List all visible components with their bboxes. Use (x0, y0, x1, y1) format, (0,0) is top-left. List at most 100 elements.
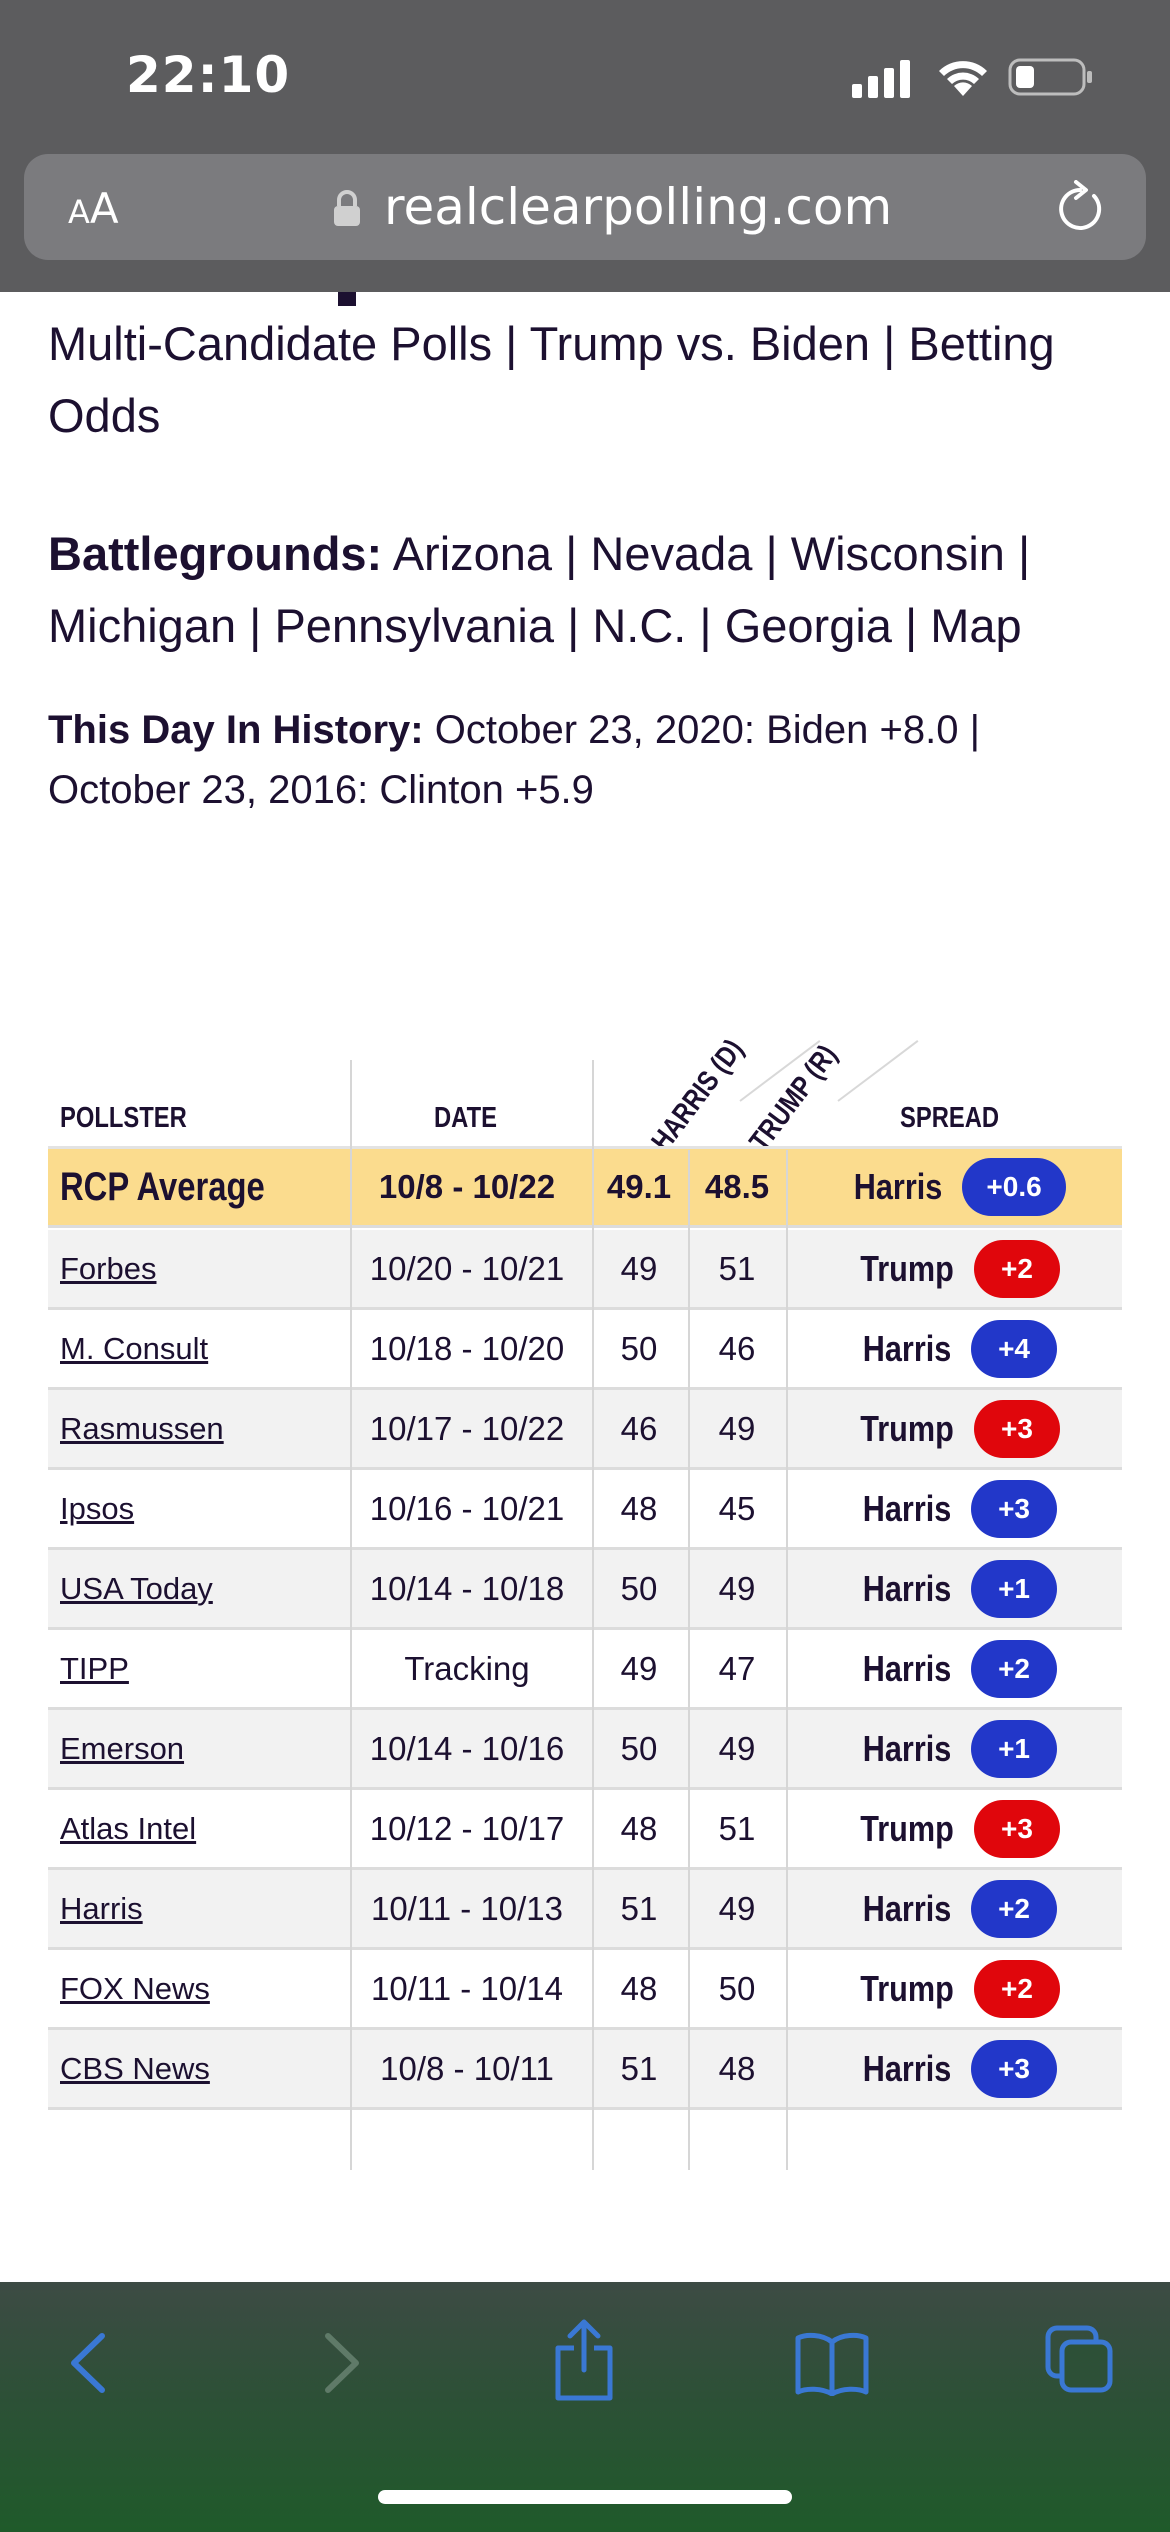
link-map[interactable]: Map (930, 599, 1022, 652)
spread-badge: +2 (971, 1879, 1058, 1938)
forward-icon[interactable] (318, 2330, 366, 2396)
table-row: Rasmussen 10/17 - 10/22 46 49 Trump +3 (48, 1390, 1122, 1470)
poll-date: 10/12 - 10/17 (369, 1809, 565, 1847)
harris-value: 50 (620, 1729, 658, 1767)
spread-badge: +3 (974, 1399, 1060, 1458)
header-spread: SPREAD (900, 1102, 1000, 1134)
trump-value: 45 (718, 1489, 756, 1527)
poll-date: 10/11 - 10/14 (370, 1969, 564, 2007)
pollster-link[interactable]: M. Consult (60, 1330, 209, 1366)
poll-date: 10/20 - 10/21 (369, 1249, 565, 1287)
spread-cell: Harris +1 (790, 1710, 1122, 1787)
header-pollster: POLLSTER (60, 1102, 187, 1134)
rcp-average-label: RCP Average (60, 1164, 265, 1209)
poll-date: 10/8 - 10/22 (378, 1168, 556, 1205)
pollster-link[interactable]: Ipsos (60, 1490, 135, 1526)
spread-cell: Harris +1 (790, 1550, 1122, 1627)
table-row: Forbes 10/20 - 10/21 49 51 Trump +2 (48, 1230, 1122, 1310)
battleground-links: Battlegrounds: Arizona | Nevada | Wiscon… (48, 527, 1031, 652)
bookmarks-icon[interactable] (794, 2332, 870, 2396)
poll-date: 10/17 - 10/22 (369, 1409, 565, 1447)
poll-date: 10/8 - 10/11 (380, 2049, 554, 2087)
link-betting-odds[interactable]: Betting Odds (48, 317, 1055, 442)
spread-cell: Harris +0.6 (790, 1149, 1122, 1225)
share-icon[interactable] (552, 2318, 616, 2402)
home-indicator (378, 2490, 792, 2504)
pollster-link[interactable]: TIPP (60, 1650, 129, 1686)
address-bar[interactable]: AA realclearpolling.com (24, 154, 1146, 260)
battery-icon (1008, 58, 1092, 96)
pollster-link[interactable]: Forbes (60, 1250, 157, 1286)
reload-icon[interactable] (1054, 180, 1106, 236)
column-divider (786, 1150, 788, 2170)
harris-value: 48 (620, 1809, 658, 1847)
poll-date: 10/11 - 10/13 (370, 1889, 564, 1927)
browser-top-chrome: 22:10 AA realclearpolling.com (0, 0, 1170, 292)
history-2020[interactable]: October 23, 2020: Biden +8.0 (434, 708, 959, 752)
pollster-link[interactable]: FOX News (60, 1970, 210, 2006)
trump-value: 49 (718, 1409, 756, 1447)
table-row: CBS News 10/8 - 10/11 51 48 Harris +3 (48, 2030, 1122, 2110)
harris-value: 49 (620, 1249, 658, 1287)
spread-cell: Trump +2 (790, 1230, 1122, 1307)
spread-leader: Harris (862, 1567, 952, 1609)
trump-value: 50 (718, 1969, 756, 2007)
spread-badge: +2 (974, 1959, 1060, 2018)
spread-badge: +2 (974, 1239, 1060, 1298)
cellular-signal-icon (852, 60, 910, 98)
pollster-link[interactable]: Rasmussen (60, 1410, 224, 1446)
tabs-icon[interactable] (1044, 2324, 1114, 2394)
pollster-link[interactable]: USA Today (60, 1570, 213, 1606)
table-row: Atlas Intel 10/12 - 10/17 48 51 Trump +3 (48, 1790, 1122, 1870)
trump-value: 51 (718, 1249, 756, 1287)
poll-date: 10/14 - 10/16 (369, 1729, 565, 1767)
spread-leader: Harris (862, 1647, 952, 1689)
spread-cell: Harris +2 (790, 1870, 1122, 1947)
spread-leader: Harris (862, 1487, 952, 1529)
spread-leader: Harris (862, 1327, 952, 1369)
spread-badge: +3 (971, 1479, 1058, 1538)
header-trump: TRUMP (R) (743, 1039, 844, 1158)
link-michigan[interactable]: Michigan (48, 599, 237, 652)
pollster-link[interactable]: Emerson (60, 1730, 185, 1766)
trump-value: 49 (718, 1569, 756, 1607)
harris-value: 46 (620, 1409, 658, 1447)
pollster-link[interactable]: Harris (60, 1890, 143, 1926)
wifi-icon (939, 61, 987, 96)
table-row: Emerson 10/14 - 10/16 50 49 Harris +1 (48, 1710, 1122, 1790)
trump-value: 48.5 (704, 1168, 770, 1205)
harris-value: 49 (620, 1649, 658, 1687)
history-2016[interactable]: October 23, 2016: Clinton +5.9 (48, 768, 594, 812)
poll-date: Tracking (404, 1649, 530, 1687)
header-divider (837, 1040, 919, 1102)
spread-badge: +1 (971, 1719, 1058, 1778)
harris-value: 48 (620, 1969, 658, 2007)
spread-badge: +2 (971, 1639, 1058, 1698)
pollster-link[interactable]: CBS News (60, 2050, 210, 2086)
spread-cell: Trump +3 (790, 1790, 1122, 1867)
link-north-carolina[interactable]: N.C. (592, 599, 687, 652)
harris-value: 50 (620, 1569, 658, 1607)
battlegrounds-label: Battlegrounds: (48, 527, 383, 580)
header-date: DATE (434, 1102, 497, 1134)
link-pennsylvania[interactable]: Pennsylvania (274, 599, 555, 652)
poll-date: 10/14 - 10/18 (369, 1569, 565, 1607)
trump-value: 48 (718, 2049, 756, 2087)
link-arizona[interactable]: Arizona (392, 527, 553, 580)
pollster-link[interactable]: Atlas Intel (60, 1810, 197, 1846)
url-domain[interactable]: realclearpolling.com (384, 178, 893, 236)
link-wisconsin[interactable]: Wisconsin (790, 527, 1005, 580)
column-divider (592, 1060, 594, 2170)
spread-leader: Trump (860, 1407, 954, 1449)
link-multi-candidate-polls[interactable]: Multi-Candidate Polls (48, 317, 493, 370)
history-label: This Day In History: (48, 708, 424, 752)
back-icon[interactable] (64, 2330, 112, 2396)
spread-badge: +3 (971, 2039, 1058, 2098)
reader-settings-button[interactable]: AA (68, 184, 119, 233)
clipped-heading-fragment (338, 292, 356, 306)
spread-badge: +4 (971, 1319, 1058, 1378)
link-nevada[interactable]: Nevada (590, 527, 753, 580)
link-georgia[interactable]: Georgia (724, 599, 892, 652)
column-divider (688, 1150, 690, 2170)
link-trump-vs-biden[interactable]: Trump vs. Biden (529, 317, 871, 370)
